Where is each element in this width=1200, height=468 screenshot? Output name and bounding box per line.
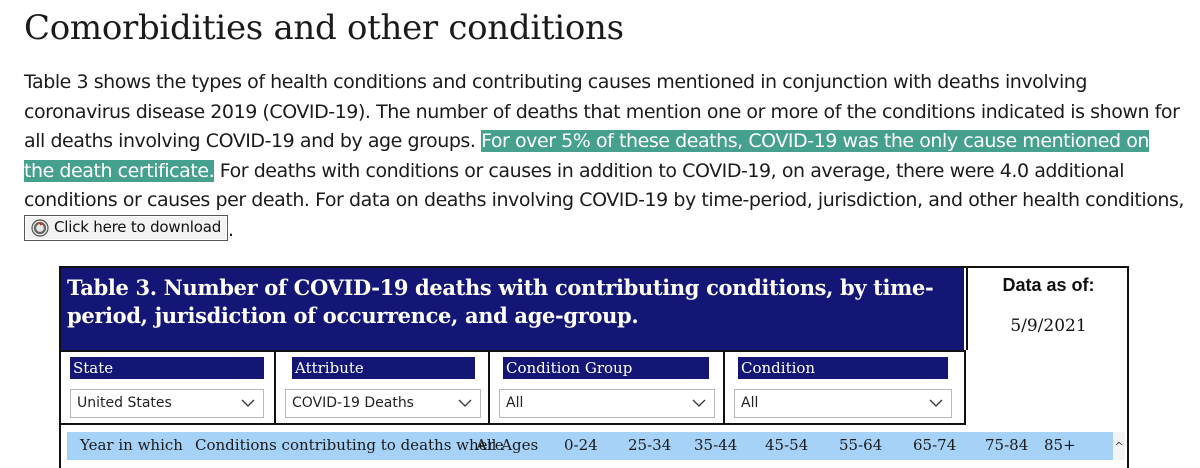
condition-group-dropdown[interactable]: All [499,389,715,418]
download-button[interactable]: Click here to download [24,215,229,241]
download-label: Click here to download [54,218,222,237]
condition-group-filter: Condition Group All [488,352,723,423]
column-header[interactable]: 75-84 [985,436,1029,454]
asof-label: Data as of: [1002,275,1095,295]
attribute-dropdown[interactable]: COVID-19 Deaths [285,389,481,418]
condition-filter-label: Condition [738,357,948,379]
scroll-up-icon[interactable]: ^ [1113,432,1125,460]
condition-group-dropdown-value: All [506,395,524,411]
column-header[interactable]: Conditions contributing to deaths where [195,436,504,454]
paragraph-end: . [228,218,234,241]
column-header[interactable]: Year in which [80,436,183,454]
intro-paragraph: Table 3 shows the types of health condit… [24,68,1184,245]
state-filter: State United States [61,352,274,423]
filter-bar: State United States Attribute COVID-19 D… [61,350,966,425]
condition-group-filter-label: Condition Group [503,357,709,379]
table-header-row: Year in which Conditions contributing to… [67,432,1115,460]
chevron-down-icon [692,399,706,407]
table-title: Table 3. Number of COVID-19 deaths with … [61,268,964,350]
chevron-down-icon [241,399,255,407]
condition-dropdown[interactable]: All [734,389,952,418]
chevron-down-icon [929,399,943,407]
column-header[interactable]: All Ages [476,436,539,454]
column-header[interactable]: 65-74 [913,436,957,454]
page-title: Comorbidities and other conditions [24,8,624,48]
column-header[interactable]: 35-44 [694,436,738,454]
column-header[interactable]: 55-64 [839,436,883,454]
filter-bar-spacer [966,350,1127,425]
condition-dropdown-value: All [741,395,759,411]
condition-filter: Condition All [723,352,964,423]
attribute-filter-label: Attribute [292,357,475,379]
dashboard-panel: Table 3. Number of COVID-19 deaths with … [59,266,1129,468]
state-dropdown-value: United States [77,395,172,411]
state-filter-label: State [70,357,264,379]
state-dropdown[interactable]: United States [70,389,264,418]
attribute-dropdown-value: COVID-19 Deaths [292,395,414,411]
chevron-down-icon [458,399,472,407]
attribute-filter: Attribute COVID-19 Deaths [274,352,488,423]
column-header[interactable]: 0-24 [564,436,598,454]
column-header[interactable]: 85+ [1044,436,1076,454]
paragraph-text-2: For deaths with conditions or causes in … [24,159,1185,212]
asof-date: 5/9/2021 [1010,316,1087,336]
download-icon [31,219,49,237]
paragraph-text-1: Table 3 shows the types of health condit… [24,71,1180,152]
column-header[interactable]: 45-54 [765,436,809,454]
data-as-of: Data as of: 5/9/2021 [966,268,1129,350]
column-header[interactable]: 25-34 [628,436,672,454]
